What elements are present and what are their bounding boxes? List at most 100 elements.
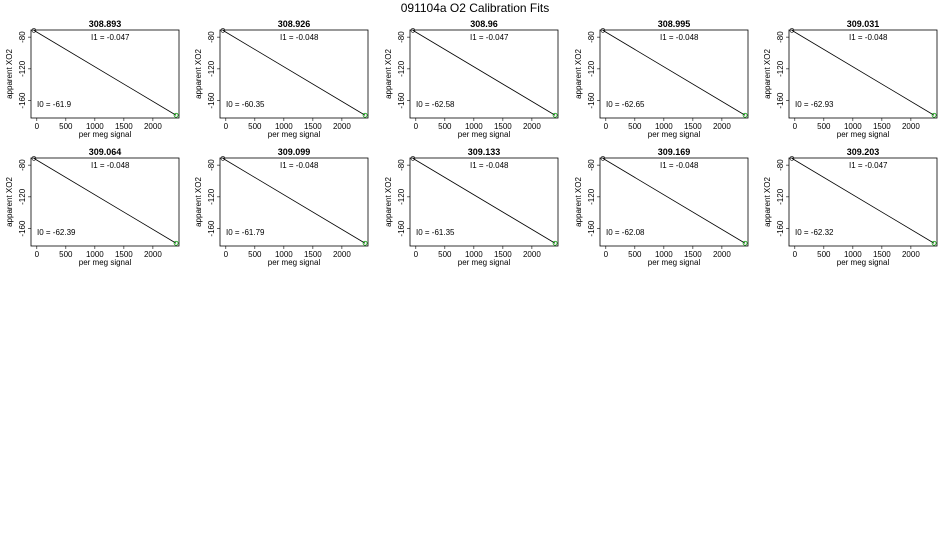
x-tick-label: 0 (604, 250, 609, 259)
y-tick-label: -120 (776, 60, 785, 77)
y-tick-label: -120 (397, 188, 406, 205)
fit-line (33, 30, 177, 116)
plot-frame (30, 29, 180, 119)
x-tick-label: 0 (414, 250, 419, 259)
y-tick-label: -160 (397, 220, 406, 237)
y-tick-label: -80 (18, 31, 27, 43)
x-tick-label: 2000 (144, 122, 162, 131)
x-tick-label: 1000 (655, 122, 673, 131)
panel-title: 309.064 (89, 147, 122, 157)
x-tick-label: 2000 (523, 122, 541, 131)
data-point (742, 112, 748, 118)
x-tick-label: 0 (224, 250, 229, 259)
figure-title: 091104a O2 Calibration Fits (401, 1, 550, 15)
panel-308.995: 308.995 0 500 1000 1500 2000 -80 -120 -160 per me… (574, 19, 749, 139)
x-tick-label: 1000 (275, 250, 293, 259)
plot-frame (30, 157, 180, 247)
plot-frame (788, 157, 938, 247)
panel-title: 309.099 (278, 147, 311, 157)
x-tick-label: 0 (35, 122, 40, 131)
fit-line (33, 158, 177, 244)
plot-frame (788, 29, 938, 119)
data-point (410, 28, 416, 33)
y-axis-label: apparent XO2 (384, 177, 393, 227)
intercept-annotation: I0 = -61.35 (416, 228, 455, 237)
x-axis-label: per meg signal (648, 258, 701, 267)
fit-line (412, 30, 556, 116)
y-tick-label: -160 (776, 92, 785, 109)
slope-annotation: I1 = -0.048 (660, 161, 699, 170)
x-tick-label: 1500 (684, 122, 702, 131)
panel-title: 308.926 (278, 19, 311, 29)
x-tick-label: 1000 (844, 122, 862, 131)
x-axis-label: per meg signal (79, 130, 132, 139)
x-tick-label: 2000 (523, 250, 541, 259)
panel-309.031: 309.031 0 500 1000 1500 2000 -80 -120 -160 per me… (763, 19, 938, 139)
x-tick-label: 2000 (902, 122, 920, 131)
fit-line (791, 30, 935, 116)
y-axis-label: apparent XO2 (194, 177, 203, 227)
data-point (552, 112, 558, 118)
y-tick-label: -120 (207, 60, 216, 77)
plot-frame (219, 157, 369, 247)
x-tick-label: 0 (793, 250, 798, 259)
x-tick-label: 1000 (655, 250, 673, 259)
x-axis-label: per meg signal (268, 130, 321, 139)
panel-309.099: 309.099 0 500 1000 1500 2000 -80 -120 -160 per me… (194, 147, 369, 267)
panel-title: 309.169 (658, 147, 691, 157)
x-tick-label: 0 (35, 250, 40, 259)
x-tick-label: 500 (817, 122, 831, 131)
data-point (931, 240, 937, 246)
y-tick-label: -160 (18, 220, 27, 237)
x-tick-label: 0 (793, 122, 798, 131)
x-tick-label: 1500 (684, 250, 702, 259)
panel-309.133: 309.133 0 500 1000 1500 2000 -80 -120 -160 per me… (384, 147, 559, 267)
slope-annotation: I1 = -0.048 (660, 33, 699, 42)
plot-frame (599, 157, 749, 247)
x-tick-label: 1500 (115, 122, 133, 131)
y-tick-label: -80 (207, 159, 216, 171)
y-tick-label: -120 (587, 60, 596, 77)
panel-title: 309.203 (847, 147, 880, 157)
data-point (789, 28, 795, 33)
slope-annotation: I1 = -0.047 (91, 33, 130, 42)
panel-title: 309.031 (847, 19, 880, 29)
x-tick-label: 500 (628, 250, 642, 259)
intercept-annotation: I0 = -62.65 (606, 100, 645, 109)
intercept-annotation: I0 = -61.9 (37, 100, 72, 109)
data-point (362, 112, 368, 118)
data-point (220, 156, 226, 161)
x-tick-label: 500 (628, 122, 642, 131)
data-point (31, 156, 37, 161)
intercept-annotation: I0 = -62.08 (606, 228, 645, 237)
y-axis-label: apparent XO2 (384, 49, 393, 99)
fit-line (602, 158, 746, 244)
x-tick-label: 2000 (713, 250, 731, 259)
intercept-annotation: I0 = -60.35 (226, 100, 265, 109)
x-tick-label: 0 (414, 122, 419, 131)
fit-line (602, 30, 746, 116)
data-point (173, 112, 179, 118)
y-tick-label: -80 (397, 31, 406, 43)
slope-annotation: I1 = -0.047 (470, 33, 509, 42)
y-tick-label: -80 (776, 31, 785, 43)
panel-309.203: 309.203 0 500 1000 1500 2000 -80 -120 -160 per me… (763, 147, 938, 267)
panel-308.96: 308.96 0 500 1000 1500 2000 -80 -120 -160 per meg… (384, 19, 559, 139)
x-tick-label: 2000 (902, 250, 920, 259)
x-axis-label: per meg signal (79, 258, 132, 267)
x-tick-label: 1500 (494, 122, 512, 131)
y-tick-label: -80 (397, 159, 406, 171)
x-tick-label: 2000 (333, 122, 351, 131)
y-tick-label: -160 (207, 220, 216, 237)
y-tick-label: -120 (18, 188, 27, 205)
plot-frame (409, 29, 559, 119)
panel-308.893: 308.893 0 500 1000 1500 2000 -80 -120 -160 per me… (5, 19, 180, 139)
y-tick-label: -160 (207, 92, 216, 109)
data-point (742, 240, 748, 246)
y-axis-label: apparent XO2 (574, 177, 583, 227)
x-tick-label: 1000 (465, 122, 483, 131)
plot-frame (409, 157, 559, 247)
x-tick-label: 2000 (333, 250, 351, 259)
y-tick-label: -120 (776, 188, 785, 205)
x-tick-label: 500 (438, 250, 452, 259)
